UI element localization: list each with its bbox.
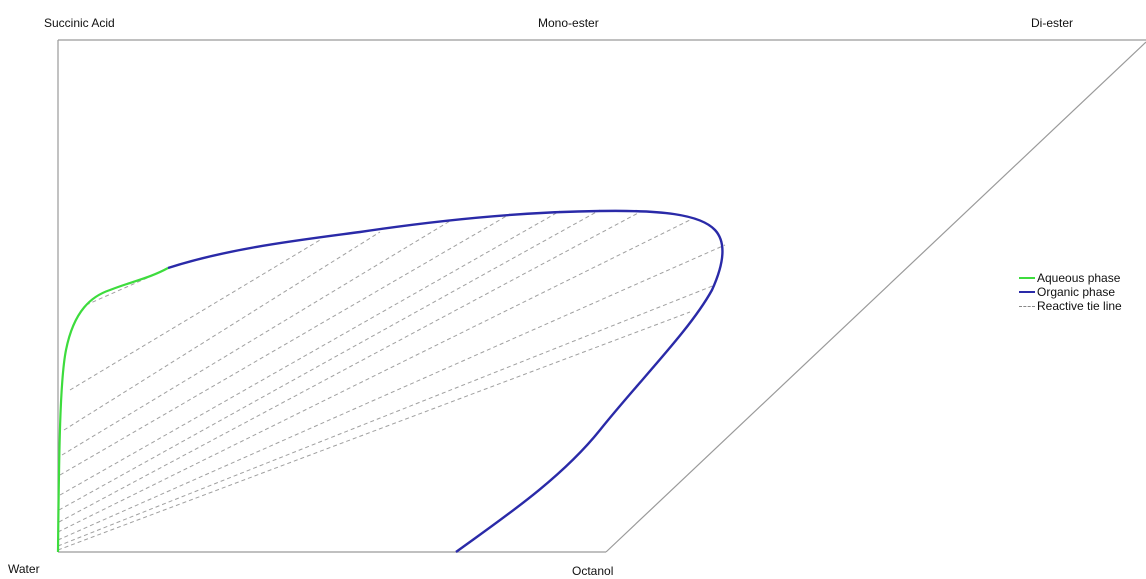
tie-line-swatch — [1019, 305, 1035, 307]
di-ester-label: Di-ester — [1031, 16, 1074, 30]
legend-item-aqueous: Aqueous phase — [1019, 271, 1122, 285]
succinic-acid-label: Succinic Acid — [44, 16, 115, 30]
legend-label: Reactive tie line — [1037, 299, 1122, 313]
tie-line — [61, 220, 451, 456]
legend-label: Aqueous phase — [1037, 271, 1121, 285]
legend-item-tie-line: Reactive tie line — [1019, 299, 1122, 313]
tie-line — [58, 211, 641, 523]
tie-line — [57, 244, 726, 541]
tie-line — [69, 239, 321, 391]
organic-swatch — [1019, 291, 1035, 293]
water-label: Water — [8, 562, 40, 576]
legend-item-organic: Organic phase — [1019, 285, 1122, 299]
mono-ester-label: Mono-ester — [538, 16, 599, 30]
legend-label: Organic phase — [1037, 285, 1116, 299]
diagram-frame — [57, 39, 1146, 553]
legend: Aqueous phase Organic phase Reactive tie… — [1019, 271, 1122, 313]
tie-line — [59, 210, 561, 496]
tie-line — [57, 219, 691, 533]
tie-line — [57, 311, 691, 551]
organic-phase-curve — [167, 209, 724, 553]
reactive-tie-lines — [57, 209, 726, 551]
frame-diagonal-edge — [605, 41, 1146, 553]
tie-line — [57, 284, 716, 547]
aqueous-phase-curve — [56, 267, 169, 553]
tie-line — [59, 213, 511, 476]
octanol-label: Octanol — [572, 564, 614, 578]
tie-line — [63, 231, 381, 431]
aqueous-swatch — [1019, 277, 1035, 279]
tie-line — [58, 209, 601, 511]
